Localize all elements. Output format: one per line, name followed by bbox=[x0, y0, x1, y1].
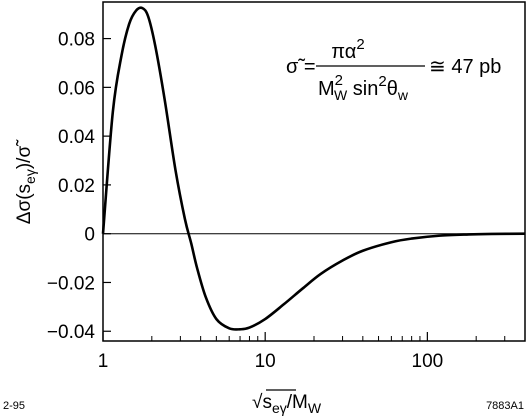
formula-numerator: πα bbox=[331, 41, 356, 63]
y-tick-label: 0.08 bbox=[58, 30, 95, 51]
x-axis-label-sub: eγ bbox=[272, 400, 287, 416]
y-axis-label: Δσ(seγ)/σ̃ bbox=[14, 139, 38, 224]
formula-denominator-theta-sub: w bbox=[397, 87, 409, 103]
y-tick-label: 0.06 bbox=[58, 78, 95, 99]
y-tick-label: −0.02 bbox=[47, 273, 95, 294]
x-axis-label-base: s bbox=[262, 392, 272, 413]
formula-denominator-sup: 2 bbox=[335, 72, 343, 89]
figure-code-right: 7883A1 bbox=[486, 400, 524, 412]
formula-denominator-mid: sin bbox=[347, 78, 378, 100]
svg-text:≅ 47 pb: ≅ 47 pb bbox=[429, 56, 501, 78]
formula-lhs: σ̃ = bbox=[286, 56, 316, 78]
formula-rhs: ≅ 47 pb bbox=[429, 56, 501, 78]
x-axis-label-suffix: /M bbox=[287, 392, 308, 413]
svg-text:πα2: πα2 bbox=[331, 36, 364, 63]
svg-text:σ̃ =: σ̃ = bbox=[286, 56, 316, 78]
formula-denominator-sub: W bbox=[334, 87, 348, 103]
formula-denominator-theta: θ bbox=[387, 78, 398, 100]
plot-frame bbox=[102, 1, 526, 342]
x-axis-label-suffix-sub: W bbox=[308, 400, 322, 416]
formula-numerator-sup: 2 bbox=[356, 36, 364, 53]
formula-denominator: M bbox=[318, 78, 335, 100]
y-tick-label: 0.02 bbox=[58, 176, 95, 197]
series-line bbox=[101, 6, 526, 331]
x-axis-label: √seγ/MW bbox=[252, 389, 322, 416]
formula-denominator-mid-sup: 2 bbox=[378, 73, 386, 90]
formula-annotation: σ̃ = πα2 M2 W sin2θw ≅ 47 pb bbox=[286, 36, 501, 103]
figure-code-left: 2-95 bbox=[3, 400, 26, 412]
y-tick-label: −0.04 bbox=[47, 322, 96, 343]
svg-text:M2W sin2θw: M2 W sin2θw bbox=[318, 72, 409, 103]
axes bbox=[102, 1, 526, 342]
y-axis-label-sub: eγ bbox=[22, 169, 38, 184]
y-axis-label-prefix: Δσ(s bbox=[14, 184, 35, 224]
y-tick-label: 0.04 bbox=[58, 127, 95, 148]
y-tick-label: 0 bbox=[84, 225, 95, 246]
ticks: 0.08 0.06 0.04 0.02 0 −0.02 −0.041 10 100 bbox=[47, 30, 526, 372]
x-tick-label: 100 bbox=[412, 351, 444, 372]
x-axis-label-prefix: √ bbox=[252, 392, 263, 413]
series bbox=[101, 6, 526, 331]
x-tick-label: 10 bbox=[255, 351, 276, 372]
svg-text:√seγ/MW: √seγ/MW bbox=[252, 392, 322, 416]
y-axis-label-suffix: )/σ̃ bbox=[14, 139, 35, 169]
x-tick-label: 1 bbox=[98, 351, 109, 372]
